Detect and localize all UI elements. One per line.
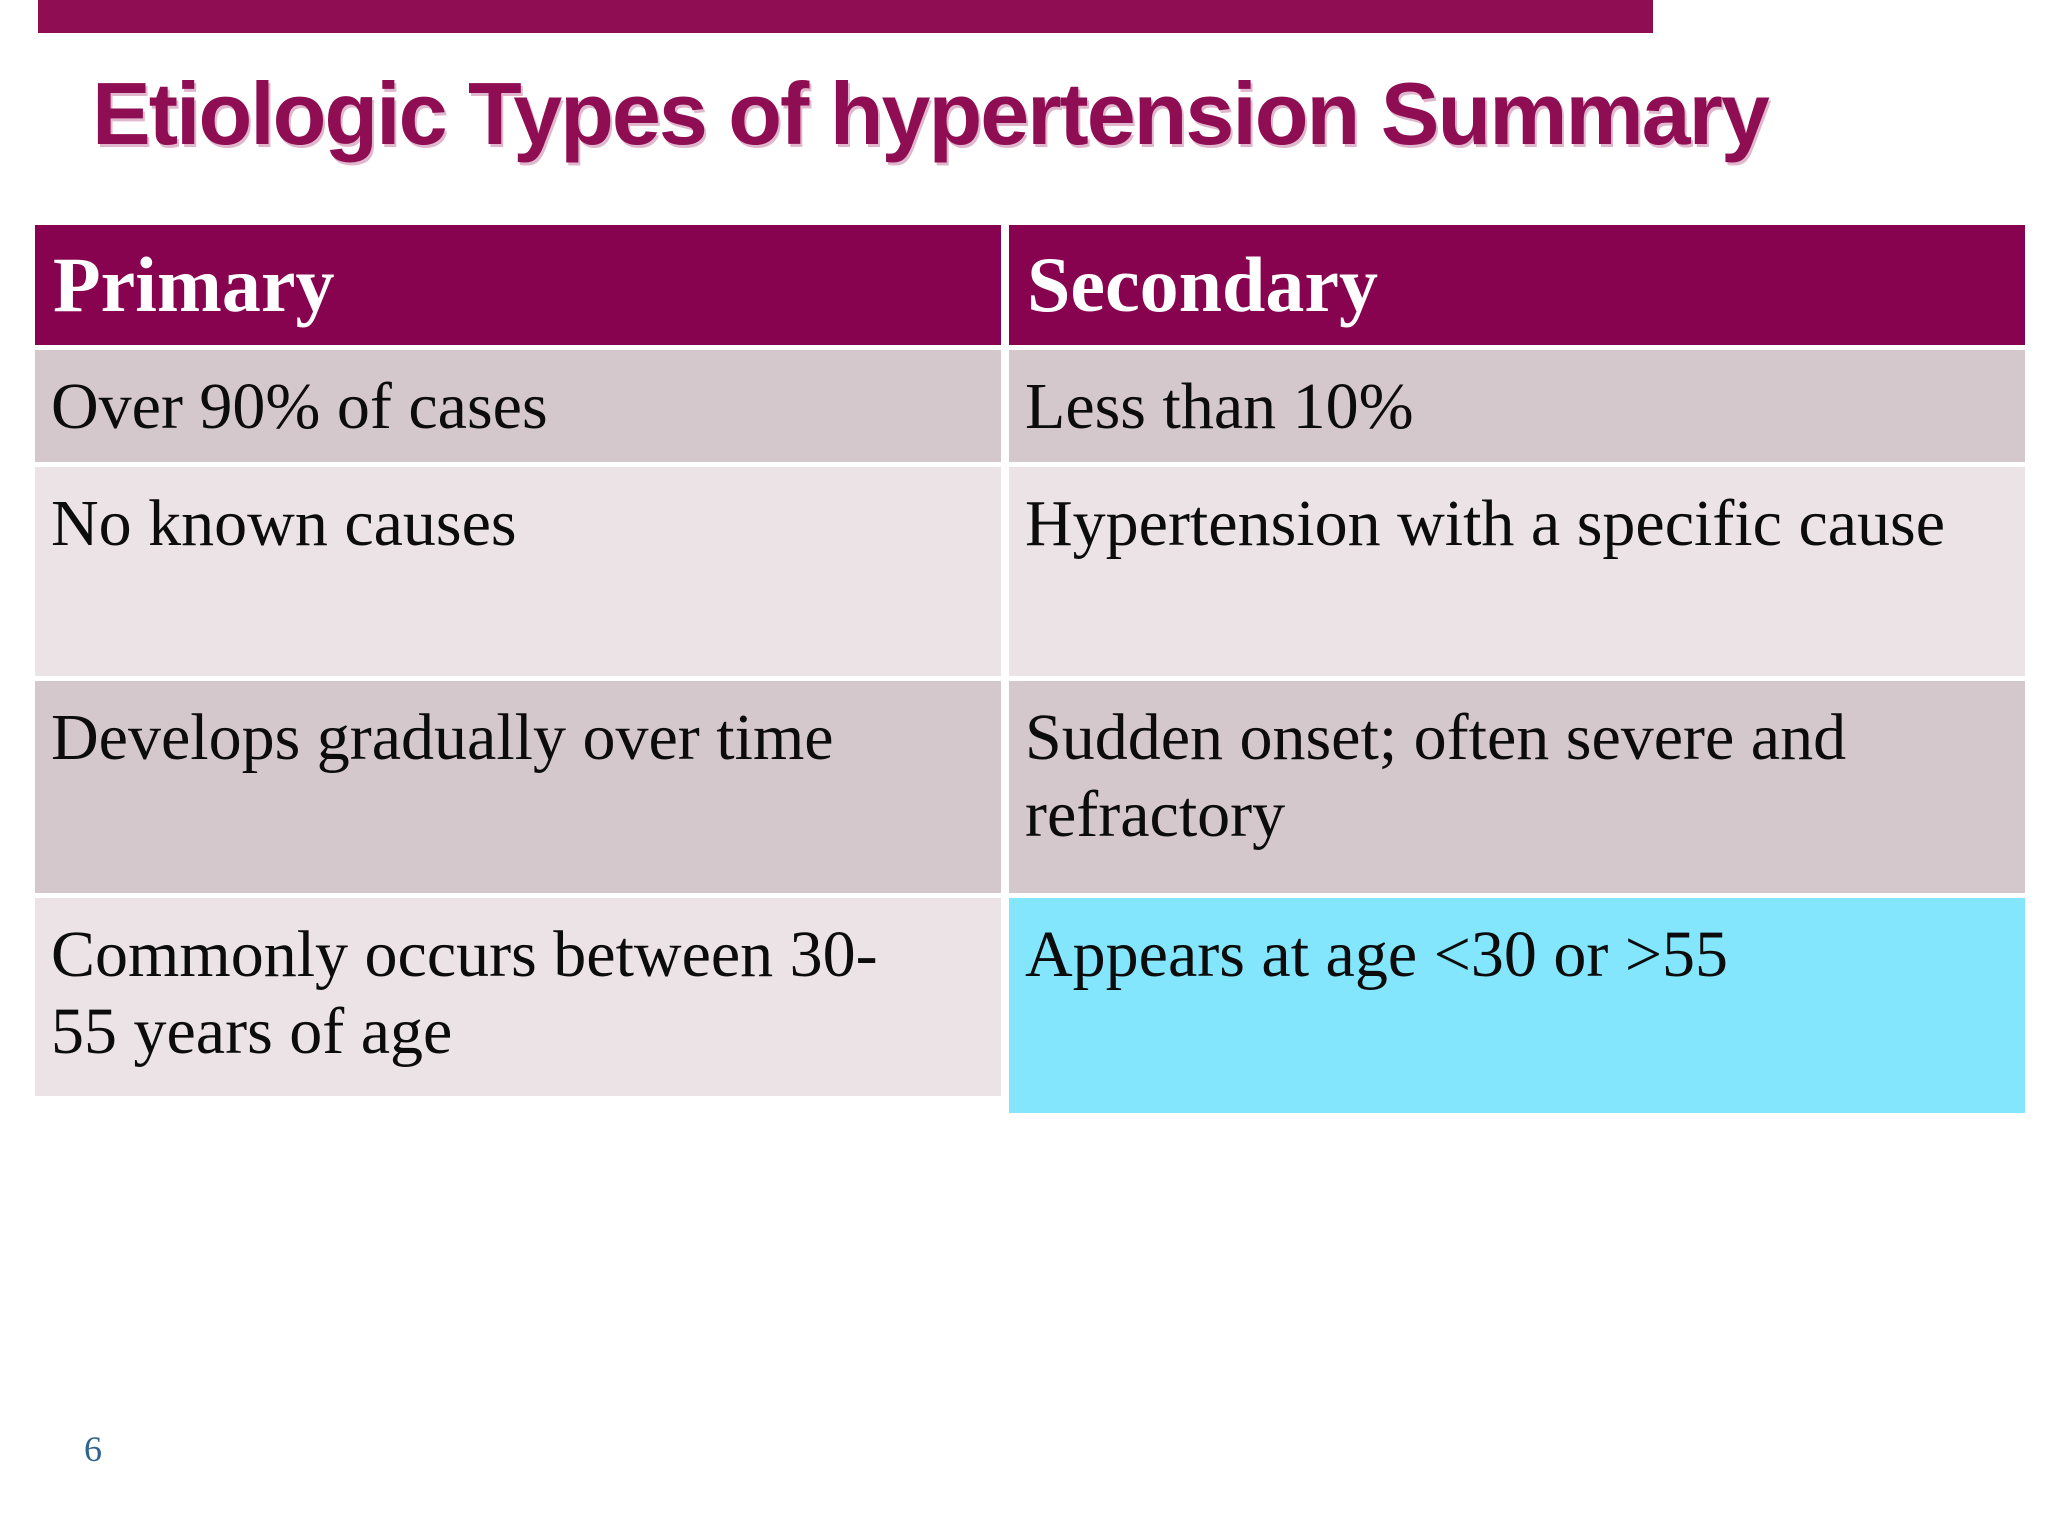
cell-text: Sudden onset; often severe and refractor… — [1025, 701, 1847, 852]
page-title: Etiologic Types of hypertension Summary — [92, 64, 1770, 163]
table-cell: Sudden onset; often severe and refractor… — [1009, 681, 2025, 893]
comparison-table: Primary Secondary Over 90% of cases Less… — [35, 225, 2025, 1113]
table-cell: No known causes — [35, 467, 1001, 676]
column-header-secondary: Secondary — [1009, 225, 2025, 345]
column-header-primary: Primary — [35, 225, 1001, 345]
cell-text: Develops gradually over time — [51, 701, 834, 774]
cell-text: No known causes — [51, 487, 517, 560]
table-cell: Commonly occurs between 30-55 years of a… — [35, 898, 1001, 1096]
cell-text: Over 90% of cases — [51, 370, 548, 443]
top-accent-bar — [38, 0, 1653, 33]
table-cell: Over 90% of cases — [35, 350, 1001, 462]
table-cell: Hypertension with a specific cause — [1009, 467, 2025, 676]
cell-text: Commonly occurs between 30-55 years of a… — [51, 918, 878, 1069]
table-cell: Less than 10% — [1009, 350, 2025, 462]
table-cell: Develops gradually over time — [35, 681, 1001, 893]
page-number: 6 — [84, 1429, 102, 1469]
cell-text: Hypertension with a specific cause — [1025, 487, 1946, 560]
column-header-label: Secondary — [1027, 241, 1378, 328]
column-header-label: Primary — [53, 241, 335, 328]
cell-text: Appears at age <30 or >55 — [1025, 918, 1729, 991]
table-cell-highlighted: Appears at age <30 or >55 — [1009, 898, 2025, 1113]
cell-text: Less than 10% — [1025, 370, 1414, 443]
